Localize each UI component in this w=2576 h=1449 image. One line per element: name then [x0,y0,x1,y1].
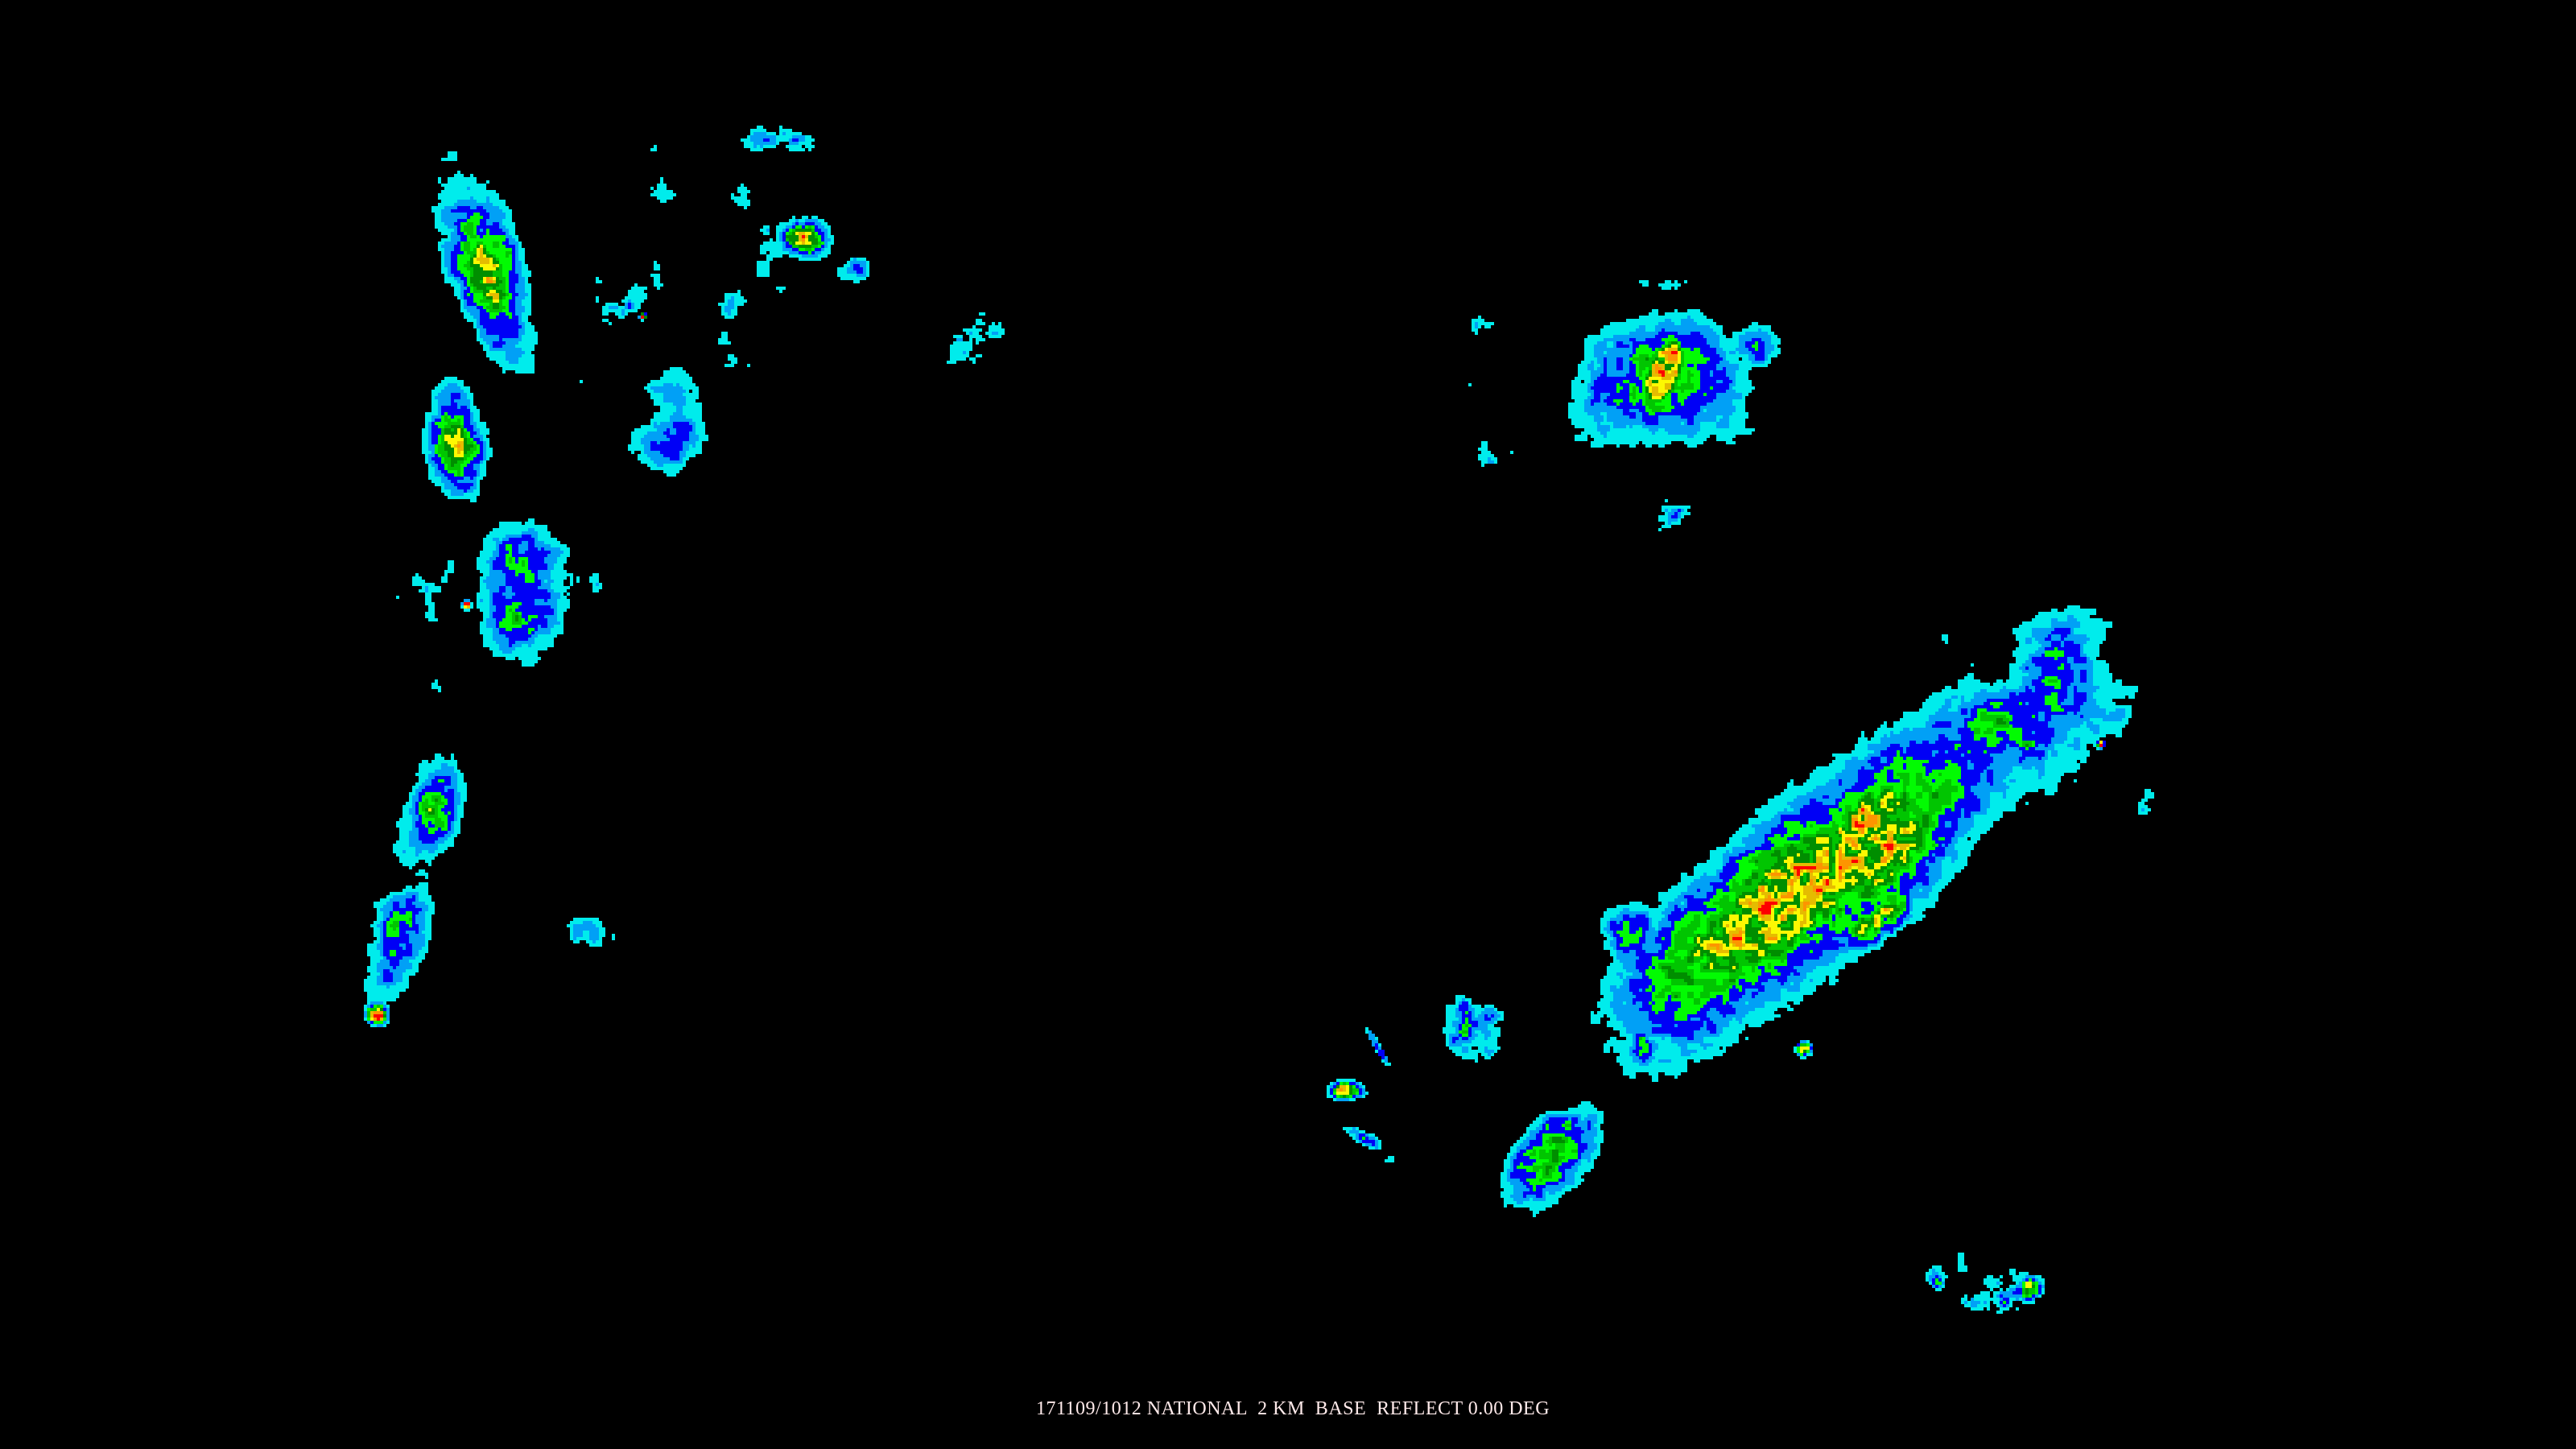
radar-caption: 171109/1012 NATIONAL 2 KM BASE REFLECT 0… [1035,1398,1550,1419]
